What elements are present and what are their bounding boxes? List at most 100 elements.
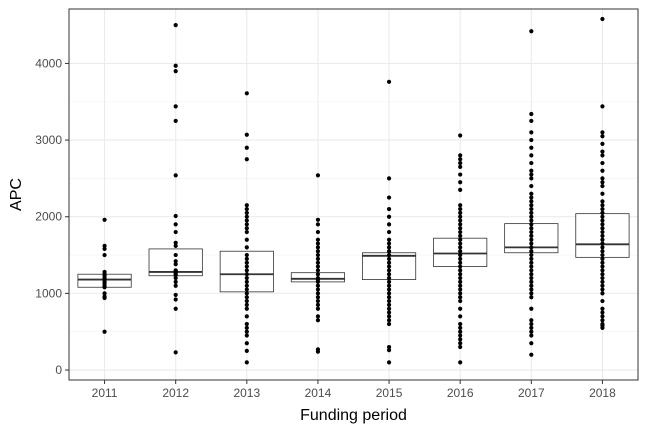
data-point xyxy=(600,134,605,139)
data-point xyxy=(244,222,249,227)
plot-panel xyxy=(69,9,638,380)
data-point xyxy=(458,164,463,170)
data-point xyxy=(244,214,249,219)
data-point xyxy=(458,306,463,311)
data-point xyxy=(600,279,605,284)
data-point xyxy=(458,325,463,330)
data-point xyxy=(600,275,605,281)
data-point xyxy=(529,222,534,227)
data-point xyxy=(102,217,107,222)
data-point xyxy=(600,210,605,215)
data-point xyxy=(244,348,249,353)
data-point xyxy=(244,264,249,269)
data-point xyxy=(529,172,534,177)
data-point xyxy=(529,137,534,143)
data-point xyxy=(386,249,392,254)
data-point xyxy=(529,199,534,204)
data-point xyxy=(244,321,249,327)
data-point xyxy=(315,349,321,354)
data-point xyxy=(529,260,534,265)
data-point xyxy=(315,314,321,319)
data-point xyxy=(529,145,534,150)
data-point xyxy=(458,279,463,284)
data-point xyxy=(244,306,249,311)
data-point xyxy=(458,264,463,269)
x-tick-label: 2011 xyxy=(92,386,118,400)
data-point xyxy=(458,321,463,327)
data-point xyxy=(244,252,249,258)
axis-ticks xyxy=(65,62,603,384)
data-point xyxy=(386,295,392,300)
data-point xyxy=(600,180,605,185)
data-point xyxy=(600,268,605,273)
data-point xyxy=(458,272,463,277)
data-point xyxy=(529,153,534,158)
data-point xyxy=(529,306,534,311)
y-axis-title: APC xyxy=(8,178,25,211)
data-point xyxy=(386,291,392,296)
data-point xyxy=(244,145,249,150)
data-point xyxy=(458,226,463,231)
data-point xyxy=(600,214,605,219)
data-point xyxy=(458,229,463,235)
data-point xyxy=(600,245,605,250)
data-point xyxy=(386,344,392,350)
data-point xyxy=(386,229,392,235)
data-point xyxy=(600,16,605,22)
data-point xyxy=(244,157,249,162)
data-point xyxy=(600,176,605,181)
data-point xyxy=(315,173,321,178)
data-point xyxy=(529,321,534,327)
data-point xyxy=(315,222,321,227)
data-point xyxy=(600,160,605,166)
data-point xyxy=(386,79,392,84)
data-point xyxy=(315,237,321,242)
data-point xyxy=(315,252,321,258)
data-point xyxy=(386,268,392,273)
data-point xyxy=(600,199,605,204)
data-point xyxy=(529,118,534,124)
data-point xyxy=(173,63,178,68)
data-point xyxy=(529,245,534,250)
data-point xyxy=(529,160,534,166)
data-point xyxy=(315,291,321,296)
data-point xyxy=(458,287,463,292)
data-point xyxy=(458,206,463,212)
data-point xyxy=(315,249,321,254)
y-tick-label: 2000 xyxy=(35,210,62,224)
data-point xyxy=(244,283,249,288)
data-point xyxy=(244,203,249,208)
data-points xyxy=(102,16,605,365)
data-point xyxy=(244,237,249,242)
data-point xyxy=(173,279,178,284)
data-point xyxy=(458,260,463,265)
data-point xyxy=(458,203,463,208)
data-point xyxy=(529,264,534,269)
data-point xyxy=(315,272,321,277)
data-point xyxy=(315,256,321,261)
data-point xyxy=(529,283,534,288)
data-point xyxy=(458,241,463,246)
data-point xyxy=(600,249,605,254)
data-point xyxy=(173,222,178,227)
data-point xyxy=(458,237,463,242)
data-point xyxy=(173,104,178,109)
data-point xyxy=(386,245,392,250)
data-point xyxy=(600,104,605,109)
data-point xyxy=(102,246,107,252)
data-point xyxy=(173,240,178,245)
data-point xyxy=(600,272,605,277)
data-point xyxy=(600,233,605,238)
x-tick-label: 2012 xyxy=(162,386,189,400)
x-tick-label: 2016 xyxy=(447,386,474,400)
data-point xyxy=(529,329,534,334)
data-point xyxy=(529,256,534,261)
data-point xyxy=(386,314,392,319)
data-point xyxy=(600,183,605,189)
data-point xyxy=(244,206,249,212)
data-point xyxy=(386,348,392,353)
data-point xyxy=(600,256,605,261)
data-point xyxy=(173,173,178,178)
data-point xyxy=(244,245,249,250)
data-point xyxy=(529,226,534,231)
